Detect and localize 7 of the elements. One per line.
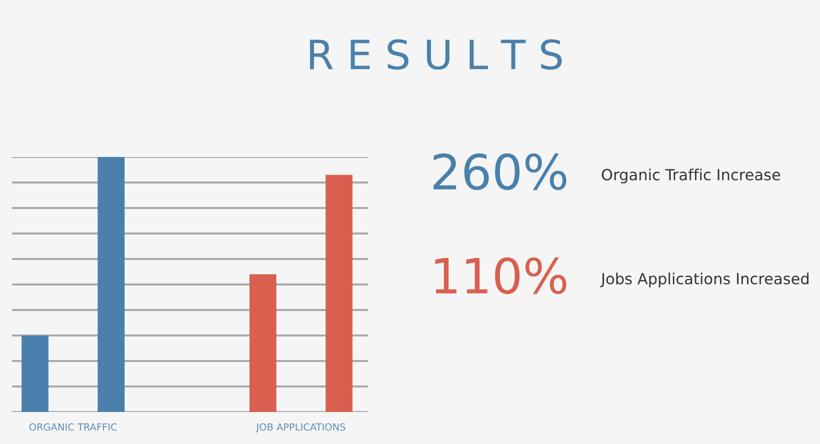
text: 260%	[434, 153, 566, 190]
text: Organic Traffic Increase	[602, 168, 780, 184]
x-tick-label: ORGANIC TRAFFIC	[29, 423, 117, 431]
text: Jobs Applications Increased	[600, 272, 808, 288]
chart-title: R E S U L T S	[310, 39, 562, 70]
x-tick-label: JOB APPLICATIONS	[256, 423, 346, 432]
text: 110%	[435, 257, 566, 294]
